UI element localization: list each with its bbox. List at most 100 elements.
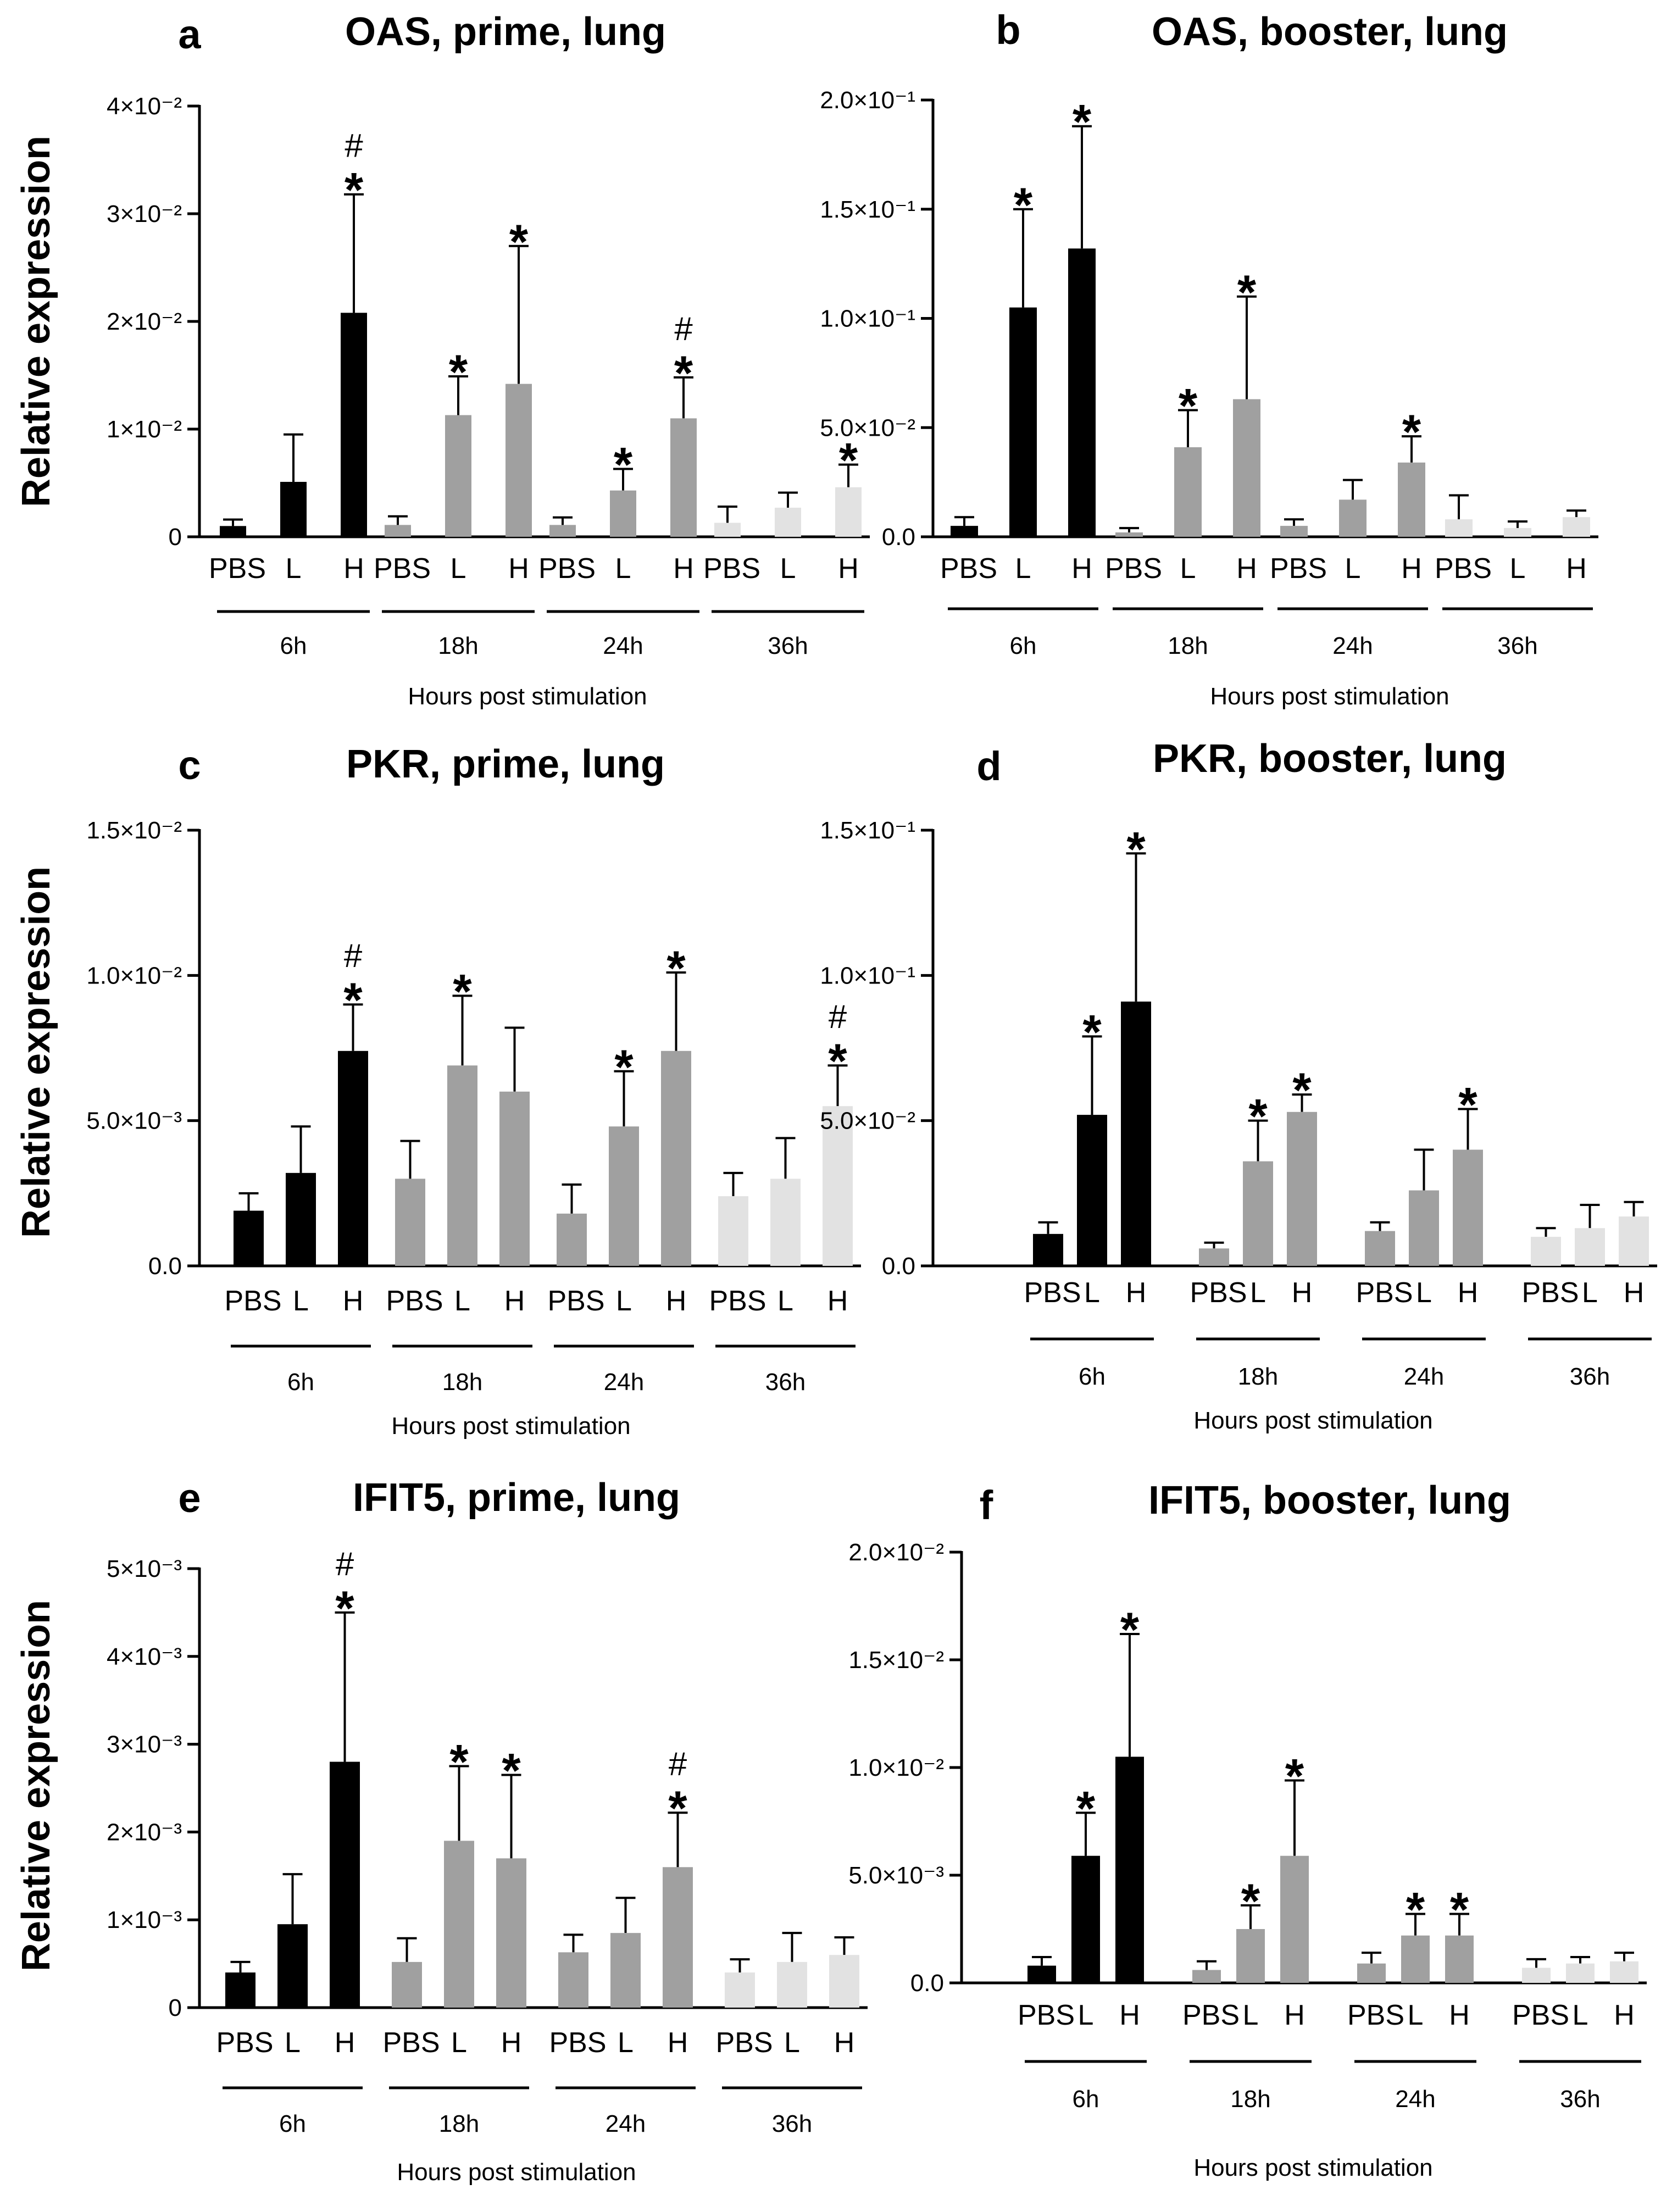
group-label: 18h xyxy=(442,1369,482,1396)
group-label: 36h xyxy=(1560,2086,1600,2113)
y-tick-label: 1.0×10⁻¹ xyxy=(820,962,915,989)
bar-36h-H xyxy=(1619,1216,1649,1266)
bar-6h-PBS xyxy=(225,1972,255,2008)
significance-star: * xyxy=(668,1781,687,1835)
significance-star: * xyxy=(1179,378,1198,432)
y-axis-label: Relative expression xyxy=(14,866,58,1238)
group-label: 18h xyxy=(1230,2086,1270,2113)
bar-18h-PBS xyxy=(1192,1970,1221,1983)
category-label: PBS xyxy=(1105,553,1162,585)
bar-24h-L xyxy=(1409,1190,1439,1266)
category-label: L xyxy=(285,2027,301,2059)
category-label: PBS xyxy=(703,553,760,585)
category-label: H xyxy=(1614,1999,1635,2031)
panel-a: a OAS, prime, lung 0 1×10⁻² 2×10⁻² 3×10⁻² 4×10… xyxy=(107,10,870,710)
bar-36h-H xyxy=(835,487,862,537)
bar-6h-H xyxy=(1068,248,1096,537)
bar-36h-H xyxy=(1610,1961,1638,1983)
y-tick-label: 3×10⁻³ xyxy=(107,1731,182,1758)
category-label: H xyxy=(1071,553,1092,585)
category-label: PBS xyxy=(538,553,596,585)
category-label: PBS xyxy=(1356,1277,1413,1309)
y-tick-label: 0 xyxy=(169,1994,182,2021)
significance-star: * xyxy=(839,433,858,487)
y-tick-label: 5.0×10⁻³ xyxy=(86,1108,182,1135)
category-label: PBS xyxy=(224,1285,281,1317)
bar-18h-L xyxy=(444,1841,474,2008)
bar-36h-L xyxy=(775,508,801,537)
y-tick-label: 0.0 xyxy=(148,1253,182,1280)
category-label: L xyxy=(1078,1999,1094,2031)
category-label: L xyxy=(1416,1277,1432,1309)
category-label: H xyxy=(508,553,529,585)
group-label: 24h xyxy=(1332,632,1373,659)
bar-36h-PBS xyxy=(718,1196,748,1266)
category-label: H xyxy=(1401,553,1422,585)
significance-star: * xyxy=(1082,1004,1102,1059)
significance-hash: # xyxy=(829,998,847,1035)
bar-36h-L xyxy=(770,1179,801,1266)
category-label: H xyxy=(504,1285,525,1317)
significance-star: * xyxy=(1402,404,1421,459)
bar-24h-H xyxy=(1398,462,1425,537)
category-label: H xyxy=(838,553,859,585)
category-label: H xyxy=(335,2027,355,2059)
y-tick-label: 5×10⁻³ xyxy=(107,1555,182,1582)
significance-star: * xyxy=(1285,1749,1304,1803)
category-label: PBS xyxy=(549,2027,606,2059)
y-tick-label: 4×10⁻³ xyxy=(107,1643,182,1670)
category-label: PBS xyxy=(1270,553,1327,585)
panel-title: OAS, prime, lung xyxy=(345,10,666,54)
category-label: L xyxy=(615,553,631,585)
group-label: 24h xyxy=(1395,2086,1435,2113)
panel-title: PKR, booster, lung xyxy=(1153,737,1507,781)
group-label: 36h xyxy=(1570,1363,1610,1390)
y-tick-label: 0.0 xyxy=(910,1970,944,1997)
bar-36h-L xyxy=(1504,528,1531,537)
y-tick-label: 0.0 xyxy=(882,1253,915,1280)
y-tick-label: 1×10⁻³ xyxy=(107,1907,182,1933)
category-label: L xyxy=(1084,1277,1100,1309)
y-tick-label: 4×10⁻² xyxy=(107,93,182,120)
bar-6h-H xyxy=(1115,1757,1144,1983)
category-label: H xyxy=(1119,1999,1140,2031)
significance-star: * xyxy=(343,972,363,1027)
bar-6h-L xyxy=(286,1172,316,1266)
bar-24h-L xyxy=(1401,1935,1430,1983)
category-label: L xyxy=(1510,553,1526,585)
x-axis-label: Hours post stimulation xyxy=(1193,1407,1432,1434)
bar-18h-L xyxy=(1236,1929,1265,1983)
y-tick-label: 3×10⁻² xyxy=(107,201,182,227)
significance-star: * xyxy=(335,1581,354,1635)
y-tick-label: 2.0×10⁻¹ xyxy=(820,87,915,114)
category-label: H xyxy=(1449,1999,1470,2031)
panel-letter: b xyxy=(996,7,1020,53)
bar-24h-L xyxy=(610,490,636,537)
category-label: H xyxy=(827,1285,848,1317)
bar-18h-L xyxy=(445,415,471,537)
bar-6h-H xyxy=(338,1051,368,1266)
significance-hash: # xyxy=(345,127,363,164)
y-tick-label: 0.0 xyxy=(882,524,915,551)
bar-36h-H xyxy=(829,1955,859,2008)
y-tick-label: 5.0×10⁻² xyxy=(820,1108,915,1135)
group-label: 24h xyxy=(603,632,643,659)
category-label: PBS xyxy=(374,553,431,585)
panel-e: e IFIT5, prime, lung 0 1×10⁻³ 2×10⁻³ 3×10⁻³ 4×… xyxy=(107,1475,868,2186)
significance-star: * xyxy=(1076,1781,1096,1835)
bar-36h-L xyxy=(1566,1963,1595,1983)
category-label: H xyxy=(1566,553,1587,585)
category-label: H xyxy=(668,2027,688,2059)
y-tick-label: 1.5×10⁻² xyxy=(848,1647,944,1674)
y-tick-label: 2×10⁻² xyxy=(107,308,182,335)
y-axis-label: Relative expression xyxy=(14,136,58,507)
category-label: L xyxy=(1582,1277,1598,1309)
bar-18h-H xyxy=(1280,1855,1309,1983)
bar-24h-H xyxy=(1445,1935,1474,1983)
group-label: 24h xyxy=(604,1369,644,1396)
significance-star: * xyxy=(1237,265,1257,319)
y-tick-label: 2.0×10⁻² xyxy=(848,1539,944,1566)
significance-hash: # xyxy=(674,310,693,347)
panel-d: d PKR, booster, lung 0.0 5.0×10⁻² 1.0×10⁻¹ 1.… xyxy=(820,737,1657,1434)
category-label: PBS xyxy=(940,553,997,585)
